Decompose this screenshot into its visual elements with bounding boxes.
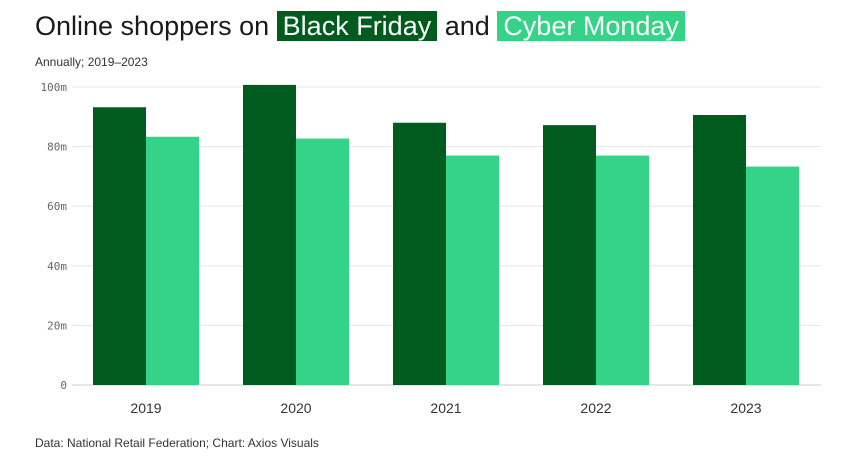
title-black-friday-label: Black Friday	[276, 11, 438, 41]
bar-cyber-monday	[296, 138, 349, 385]
source-footer: Data: National Retail Federation; Chart:…	[35, 436, 319, 450]
bar-cyber-monday	[596, 155, 649, 385]
title-cyber-monday-label: Cyber Monday	[497, 11, 685, 41]
bar-black-friday	[243, 84, 296, 385]
y-tick-label: 40m	[47, 260, 67, 273]
bar-cyber-monday	[146, 136, 199, 385]
bar-cyber-monday	[446, 155, 499, 385]
x-tick-label: 2022	[580, 400, 611, 416]
x-tick-label: 2019	[130, 400, 161, 416]
bar-black-friday	[393, 122, 446, 385]
bar-chart: 0 20m 40m 60m 80m 100m 2019 2020 2021 2022 2023	[41, 81, 821, 416]
bar-black-friday	[543, 125, 596, 386]
bar-black-friday	[693, 115, 746, 386]
x-tick-label: 2020	[280, 400, 311, 416]
y-tick-label: 0	[60, 379, 67, 392]
chart-title: Online shoppers on Black Friday and Cybe…	[35, 9, 685, 43]
y-tick-label: 60m	[47, 200, 67, 213]
y-tick-label: 20m	[47, 319, 67, 332]
chart-subtitle: Annually; 2019–2023	[35, 55, 148, 69]
bar-black-friday	[93, 107, 146, 385]
x-tick-label: 2023	[730, 400, 761, 416]
title-connector: and	[444, 11, 490, 41]
x-tick-label: 2021	[430, 400, 461, 416]
y-tick-label: 100m	[41, 81, 68, 94]
y-tick-label: 80m	[47, 141, 67, 154]
title-prefix: Online shoppers on	[35, 11, 270, 41]
bar-cyber-monday	[746, 166, 799, 385]
